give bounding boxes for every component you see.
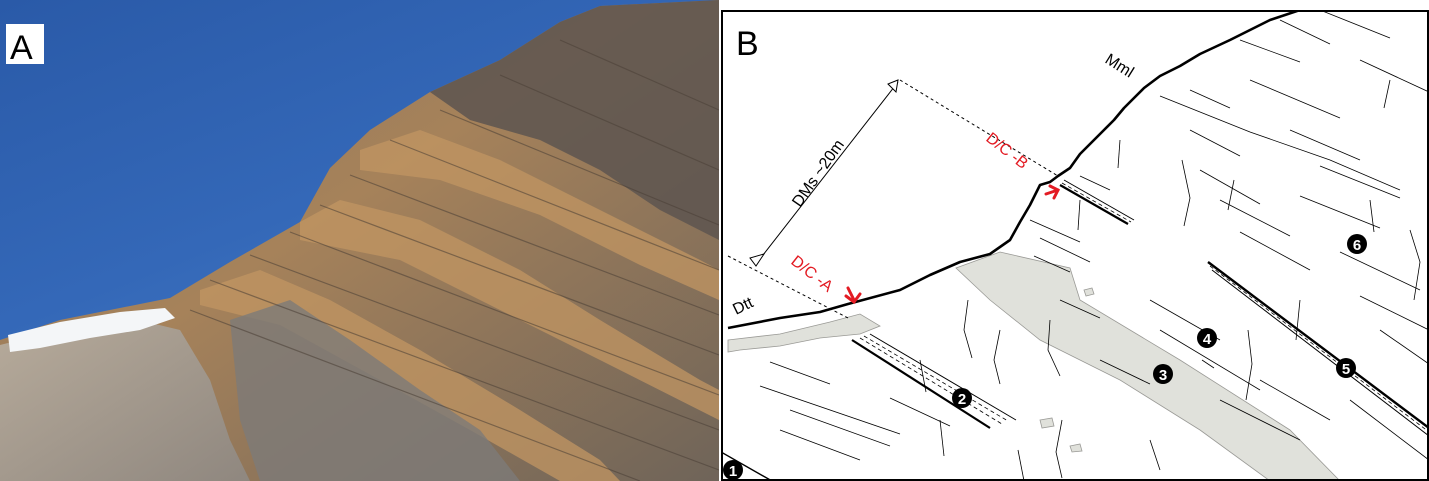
grey-chip bbox=[1069, 443, 1083, 453]
unit-2-bed bbox=[850, 333, 1017, 429]
grey-chip bbox=[1083, 287, 1095, 297]
grey-talus-patch bbox=[727, 313, 881, 353]
unit-marker-1: 1 bbox=[723, 460, 743, 480]
bedding-lines bbox=[189, 39, 719, 481]
unit-marker-3: 3 bbox=[1153, 364, 1173, 384]
dark-upper-beds bbox=[430, 0, 719, 240]
panel-a-label: A bbox=[10, 29, 33, 67]
scree-slope bbox=[0, 318, 250, 481]
unit-marker-4: 4 bbox=[1197, 328, 1217, 348]
unit-marker-6: 6 bbox=[1347, 234, 1367, 254]
base-contact bbox=[721, 451, 773, 481]
panel-b-label: B bbox=[736, 25, 759, 63]
grey-chip bbox=[1039, 417, 1055, 429]
svg-text:6: 6 bbox=[1353, 237, 1361, 254]
unit-5-bed bbox=[1207, 261, 1429, 437]
panel-b-frame bbox=[721, 10, 1429, 481]
svg-text:1: 1 bbox=[729, 463, 737, 480]
thickness-arrow bbox=[755, 81, 899, 265]
thickness-guides bbox=[727, 79, 1059, 319]
svg-text:5: 5 bbox=[1342, 361, 1350, 378]
fracture-traces bbox=[919, 79, 1421, 481]
dc-b-arrow bbox=[1044, 184, 1061, 200]
arrowhead-top bbox=[887, 79, 899, 94]
grey-slope bbox=[230, 300, 520, 481]
panel-b-sketch: Mml Dtt DMs ~20m D/C -A D/C -B 1 2 3 4 5… bbox=[721, 10, 1429, 481]
unit-dcb-bed bbox=[1059, 179, 1135, 225]
snow-patch bbox=[8, 308, 175, 352]
dc-a-arrow bbox=[844, 286, 862, 305]
svg-text:4: 4 bbox=[1203, 331, 1212, 348]
panel-separator bbox=[719, 0, 721, 481]
grey-unit-3 bbox=[955, 251, 1341, 481]
bedding-traces bbox=[759, 10, 1429, 461]
unit-marker-2: 2 bbox=[952, 388, 972, 408]
svg-text:2: 2 bbox=[958, 391, 966, 408]
panel-a-photo: A bbox=[0, 0, 719, 481]
panel-a-label-bg bbox=[6, 24, 44, 64]
arrowhead-bottom bbox=[749, 253, 766, 267]
unit-marker-5: 5 bbox=[1336, 358, 1356, 378]
skyline-contact bbox=[727, 10, 1301, 330]
svg-text:3: 3 bbox=[1159, 367, 1167, 384]
